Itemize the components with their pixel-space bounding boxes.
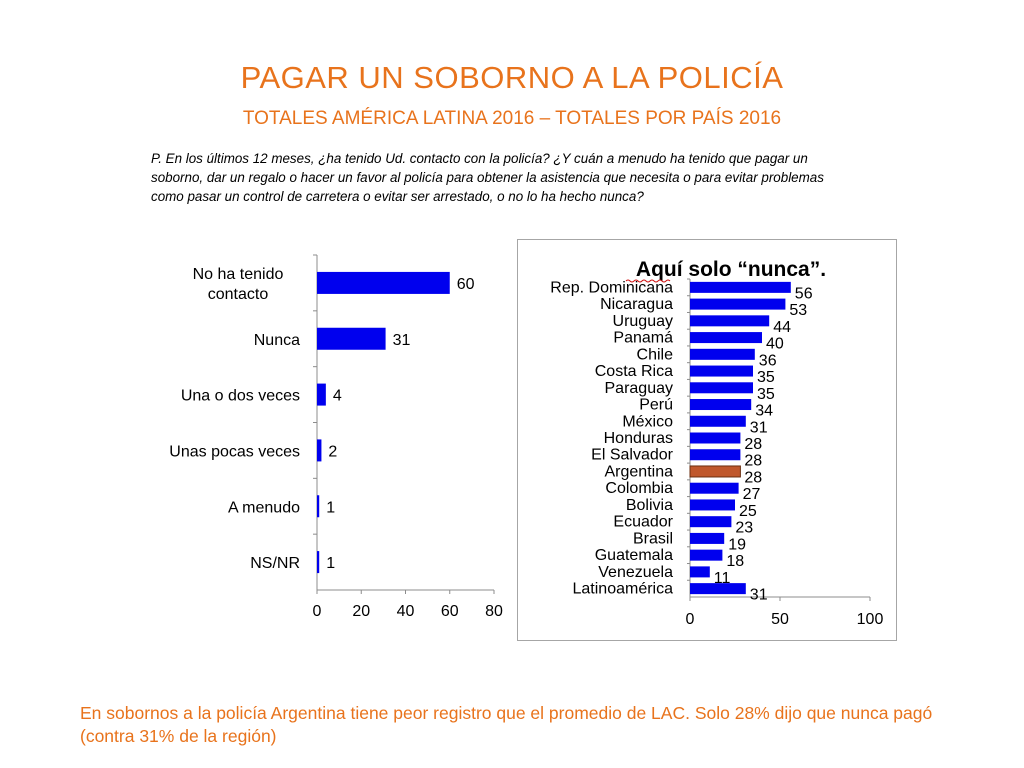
category-label: NS/NR	[250, 555, 300, 572]
bar	[690, 449, 741, 461]
bar	[690, 566, 710, 578]
bar	[689, 465, 741, 478]
category-label: Argentina	[605, 463, 674, 480]
bar	[317, 271, 450, 294]
bar	[317, 551, 320, 574]
left-bar-chart: 60 No ha tenido contacto 31 Nunca 4 Una o dos …	[169, 254, 503, 620]
x-tick-label: 50	[771, 611, 789, 628]
bar	[690, 482, 739, 494]
spell-underline	[625, 279, 671, 283]
data-label: 35	[757, 386, 775, 403]
bar	[690, 365, 753, 377]
bar	[690, 298, 786, 310]
data-label: 28	[744, 436, 762, 453]
data-label: 36	[759, 352, 777, 369]
x-tick-label: 40	[397, 603, 415, 620]
data-label: 31	[750, 419, 768, 436]
data-label: 34	[755, 403, 773, 420]
data-label: 4	[333, 388, 342, 405]
bar	[690, 332, 762, 344]
right-chart-box: Aquí solo “nunca”. 56 Rep. Dominicana 53 Nic…	[517, 239, 897, 641]
bar	[690, 432, 741, 444]
bar	[317, 327, 386, 350]
category-label: Guatemala	[595, 547, 673, 564]
category-label: México	[622, 413, 673, 430]
bar	[317, 383, 326, 406]
footer-note: En sobornos a la policía Argentina tiene…	[80, 703, 933, 746]
category-label: Una o dos veces	[181, 388, 300, 405]
data-label: 44	[773, 319, 791, 336]
data-label: 18	[726, 553, 744, 570]
category-label: Nicaragua	[600, 296, 673, 313]
category-label: Costa Rica	[595, 363, 673, 380]
bar	[690, 499, 735, 511]
data-label: 11	[714, 570, 731, 587]
category-label: Perú	[639, 397, 673, 414]
bar	[690, 348, 755, 360]
data-label: 35	[757, 369, 775, 386]
category-label: Ecuador	[613, 514, 673, 531]
data-label: 19	[728, 536, 746, 553]
bar	[690, 399, 752, 411]
x-tick-label: 80	[485, 603, 503, 620]
bar	[690, 382, 753, 394]
x-tick-label: 20	[352, 603, 370, 620]
category-label: Uruguay	[613, 313, 673, 330]
category-label: Bolivia	[626, 497, 673, 514]
bar	[690, 315, 770, 327]
chart-title: Aquí solo “nunca”.	[636, 258, 826, 281]
data-label: 2	[328, 443, 337, 460]
category-label: Honduras	[604, 430, 673, 447]
data-label: 1	[326, 555, 335, 572]
right-bar-chart: Aquí solo “nunca”. 56 Rep. Dominicana 53 Nic…	[550, 258, 884, 628]
bar	[317, 439, 322, 462]
page-subtitle: TOTALES AMÉRICA LATINA 2016 – TOTALES PO…	[242, 108, 782, 129]
category-label: Chile	[637, 346, 674, 363]
data-label: 56	[795, 285, 813, 302]
category-label: Nunca	[254, 332, 300, 349]
category-label: El Salvador	[591, 447, 673, 464]
data-label: 28	[744, 453, 762, 470]
data-label: 23	[735, 520, 753, 537]
category-label: Rep. Dominicana	[550, 279, 673, 296]
data-label: 31	[393, 332, 411, 349]
category-label: Paraguay	[605, 380, 674, 397]
page-title: PAGAR UN SOBORNO A LA POLICÍA	[240, 60, 784, 95]
bar	[690, 583, 746, 595]
bar	[690, 516, 732, 528]
category-label: Brasil	[633, 530, 673, 547]
data-label: 53	[789, 302, 807, 319]
category-label: Venezuela	[598, 564, 673, 581]
data-label: 27	[743, 486, 761, 503]
bar	[690, 415, 746, 427]
x-tick-label: 0	[313, 603, 322, 620]
survey-question: P. En los últimos 12 meses, ¿ha tenido U…	[151, 151, 824, 204]
bar	[690, 532, 725, 544]
bar	[317, 495, 320, 518]
data-label: 25	[739, 503, 757, 520]
x-tick-label: 60	[441, 603, 459, 620]
bar	[690, 281, 791, 293]
category-label: No ha tenido	[193, 266, 284, 283]
data-label: 1	[326, 499, 335, 516]
category-label: contacto	[208, 286, 269, 303]
category-label: Latinoamérica	[573, 581, 674, 598]
category-label: Colombia	[605, 480, 673, 497]
bar	[690, 549, 723, 561]
category-label: Panamá	[613, 330, 673, 347]
category-label: Unas pocas veces	[169, 443, 300, 460]
data-label: 60	[457, 276, 475, 293]
x-tick-label: 0	[686, 611, 695, 628]
data-label: 40	[766, 336, 784, 353]
data-label: 28	[744, 469, 762, 486]
category-label: A menudo	[228, 499, 300, 516]
x-tick-label: 100	[857, 611, 884, 628]
data-label: 31	[750, 587, 768, 604]
